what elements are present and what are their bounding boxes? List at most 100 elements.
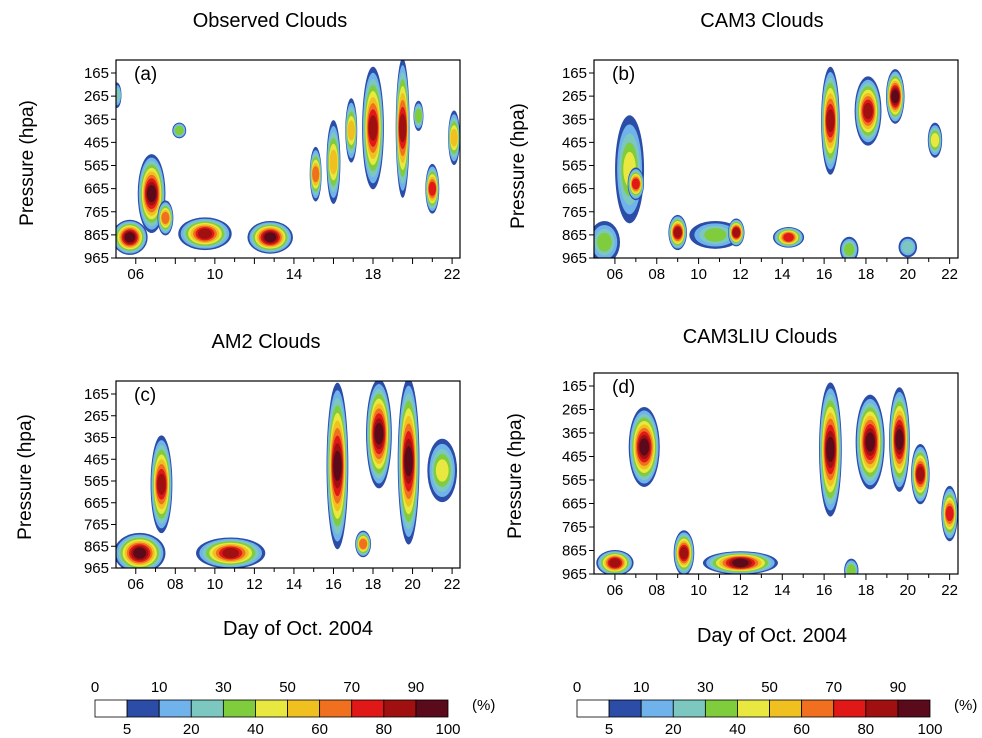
colorbar-top-label: 10 [633, 679, 650, 696]
ytick-label: 465 [84, 451, 109, 468]
xtick-label: 18 [365, 576, 382, 593]
cloud-blob-4 [689, 220, 742, 249]
ytick-label: 665 [562, 181, 587, 198]
cloud-field [596, 382, 958, 574]
colorbar-top-label: 90 [890, 679, 907, 696]
ytick-label: 865 [562, 543, 587, 560]
xtick-label: 06 [607, 266, 624, 283]
ytick-label: 665 [562, 496, 587, 513]
cloud-blob-13 [425, 163, 440, 214]
plot-frame [593, 59, 959, 259]
ylabel-c: Pressure (hpa) [15, 414, 36, 540]
colorbar-swatch [190, 699, 224, 718]
xtick-label: 22 [444, 576, 461, 593]
xlabel-right: Day of Oct. 2004 [697, 625, 847, 647]
cloud-blob-10 [927, 122, 943, 158]
cloud-blob-14 [448, 110, 460, 166]
xtick-label: 14 [286, 266, 303, 283]
xtick-label: 22 [941, 582, 958, 599]
plot-frame [115, 59, 461, 259]
colorbar-bottom-label: 40 [729, 721, 746, 738]
ytick-label: 265 [84, 88, 109, 105]
colorbar-swatch [319, 699, 353, 718]
cloud-blob-9 [885, 69, 905, 124]
colorbar-swatch [158, 699, 192, 718]
colorbar-bottom-label: 5 [123, 721, 131, 738]
cloud-blob-7 [911, 443, 930, 505]
ytick-label: 465 [84, 134, 109, 151]
colorbar-bottom-label: 60 [793, 721, 810, 738]
xtick-label: 12 [732, 266, 749, 283]
cloud-blob-0 [628, 406, 660, 487]
cloud-blob-6 [773, 227, 805, 248]
colorbar-bottom-label: 100 [917, 721, 942, 738]
cloud-blob-7 [355, 530, 372, 558]
ytick-label: 665 [84, 495, 109, 512]
xtick-label: 06 [607, 582, 624, 599]
plot-frame [115, 380, 461, 569]
ytick-label: 765 [562, 204, 587, 221]
cloud-blob-11 [395, 60, 410, 198]
xtick-label: 20 [899, 266, 916, 283]
ylabel-b: Pressure (hpa) [508, 103, 529, 229]
panel-label: (d) [612, 377, 635, 398]
colorbar-bottom-label: 20 [665, 721, 682, 738]
ytick-label: 265 [562, 88, 587, 105]
cloud-blob-3 [702, 551, 778, 574]
colorbar-swatch [737, 699, 770, 718]
heatmap-panel-c: 165 265 365 465 565 665 765 865 965 06 08 10 12 14 16 1… [84, 380, 461, 593]
xtick-label: 18 [365, 266, 382, 283]
ytick-label: 965 [84, 560, 109, 577]
heatmap-panel-a: 165 265 365 465 565 665 765 865 965 06 10 14 18 22 (a) [84, 59, 461, 283]
cloud-blob-5 [397, 381, 420, 545]
ytick-label: 565 [84, 158, 109, 175]
cloud-blob-3 [668, 214, 687, 251]
xtick-label: 10 [690, 582, 707, 599]
title-b: CAM3 Clouds [700, 10, 823, 32]
ytick-label: 365 [562, 425, 587, 442]
cloud-blob-7 [309, 146, 322, 202]
heatmap-panel-d: 165 265 365 465 565 665 765 865 965 06 08 10 12 14 16 1… [562, 372, 959, 599]
title-d: CAM3LIU Clouds [683, 326, 838, 348]
cloud-blob-5 [855, 394, 885, 490]
xtick-label: 08 [167, 576, 184, 593]
cloud-blob-2 [196, 537, 266, 568]
cloud-blob-12 [898, 236, 918, 258]
colorbar-bottom-label: 100 [435, 721, 460, 738]
ytick-label: 865 [84, 538, 109, 555]
ylabel-d: Pressure (hpa) [505, 413, 526, 539]
xtick-label: 06 [127, 266, 144, 283]
xtick-label: 08 [648, 582, 665, 599]
ytick-label: 265 [562, 402, 587, 419]
colorbar-swatch [576, 699, 610, 718]
xtick-label: 20 [899, 582, 916, 599]
cloud-blob-11 [839, 236, 859, 258]
colorbar-swatch [351, 699, 385, 718]
xtick-label: 22 [444, 266, 461, 283]
xtick-label: 14 [774, 582, 791, 599]
ytick-label: 465 [562, 134, 587, 151]
xtick-label: 14 [286, 576, 303, 593]
xtick-label: 10 [690, 266, 707, 283]
xtick-label: 06 [127, 576, 144, 593]
xtick-label: 10 [207, 266, 224, 283]
colorbar-bottom-label: 80 [857, 721, 874, 738]
xtick-label: 18 [858, 582, 875, 599]
colorbar-swatch [704, 699, 738, 718]
panel-label: (c) [134, 385, 156, 406]
colorbar-top-label: 10 [151, 679, 168, 696]
colorbar-top-label: 50 [279, 679, 296, 696]
colorbar-bottom-label: 80 [375, 721, 392, 738]
ytick-label: 365 [562, 111, 587, 128]
ylabel-a: Pressure (hpa) [17, 100, 38, 226]
cloud-blob-8 [326, 120, 341, 204]
xtick-label: 16 [325, 576, 342, 593]
xtick-label: 14 [774, 266, 791, 283]
xtick-label: 18 [858, 266, 875, 283]
xtick-label: 12 [732, 582, 749, 599]
title-c: AM2 Clouds [212, 331, 321, 353]
colorbar-swatch [897, 699, 931, 718]
cloud-blob-5 [728, 218, 745, 247]
colorbar-swatch [769, 699, 803, 718]
ytick-label: 165 [562, 65, 587, 82]
